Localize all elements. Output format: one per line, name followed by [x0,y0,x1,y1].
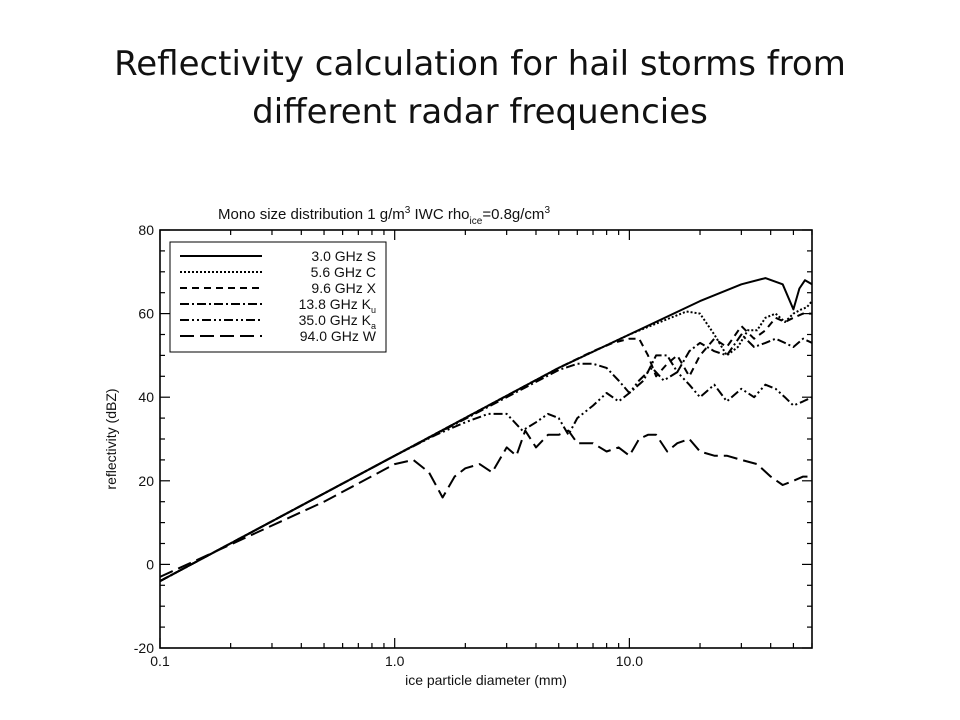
y-tick-label: 80 [138,222,154,238]
chart-title-sub-ice: ice [470,216,483,227]
y-tick-label: 0 [146,556,154,572]
y-axis-ticks: -20 0 20 40 60 80 [134,222,812,656]
x-axis-ticks: 0.1 1.0 10.0 [150,230,813,669]
y-tick-label: 60 [138,306,154,322]
y-tick-label: 40 [138,389,154,405]
slide-title-line-1: Reflectivity calculation for hail storms… [114,44,846,84]
chart-title-sup-2: 3 [544,205,550,216]
x-tick-label: 0.1 [150,653,170,669]
y-tick-label: 20 [138,473,154,489]
series-line-3 [159,312,812,582]
y-tick-label: -20 [134,640,154,656]
legend-label: 3.0 GHz S [311,248,376,264]
series-line-4 [159,333,813,582]
chart-title-part-a: Mono size distribution 1 g/m [218,206,405,223]
legend-label: 35.0 GHz Ka [299,312,376,331]
chart-title-sup-1: 3 [405,205,411,216]
legend-label: 94.0 GHz W [300,328,377,344]
legend-label: 13.8 GHz Ku [299,296,376,315]
chart-title: Mono size distribution 1 g/m3 IWC rhoice… [218,205,550,227]
series-line-6 [159,429,812,578]
series-line-2 [159,300,813,582]
x-tick-label: 1.0 [385,653,405,669]
legend-label: 9.6 GHz X [311,280,376,296]
series-lines [159,277,813,582]
x-tick-label: 10.0 [616,653,643,669]
legend-label: 5.6 GHz C [311,264,376,280]
legend-box [169,241,387,353]
slide-title: Reflectivity calculation for hail storms… [0,40,960,136]
series-line-5 [159,366,813,582]
slide-title-line-2: different radar frequencies [252,92,708,132]
x-axis-label: ice particle diameter (mm) [405,672,567,688]
y-axis-label: reflectivity (dBZ) [103,388,119,489]
chart-title-part-c: =0.8g/cm [482,206,544,223]
legend: 3.0 GHz S5.6 GHz C9.6 GHz X13.8 GHz Ku35… [169,241,387,353]
chart-title-part-b: IWC rho [410,206,469,223]
